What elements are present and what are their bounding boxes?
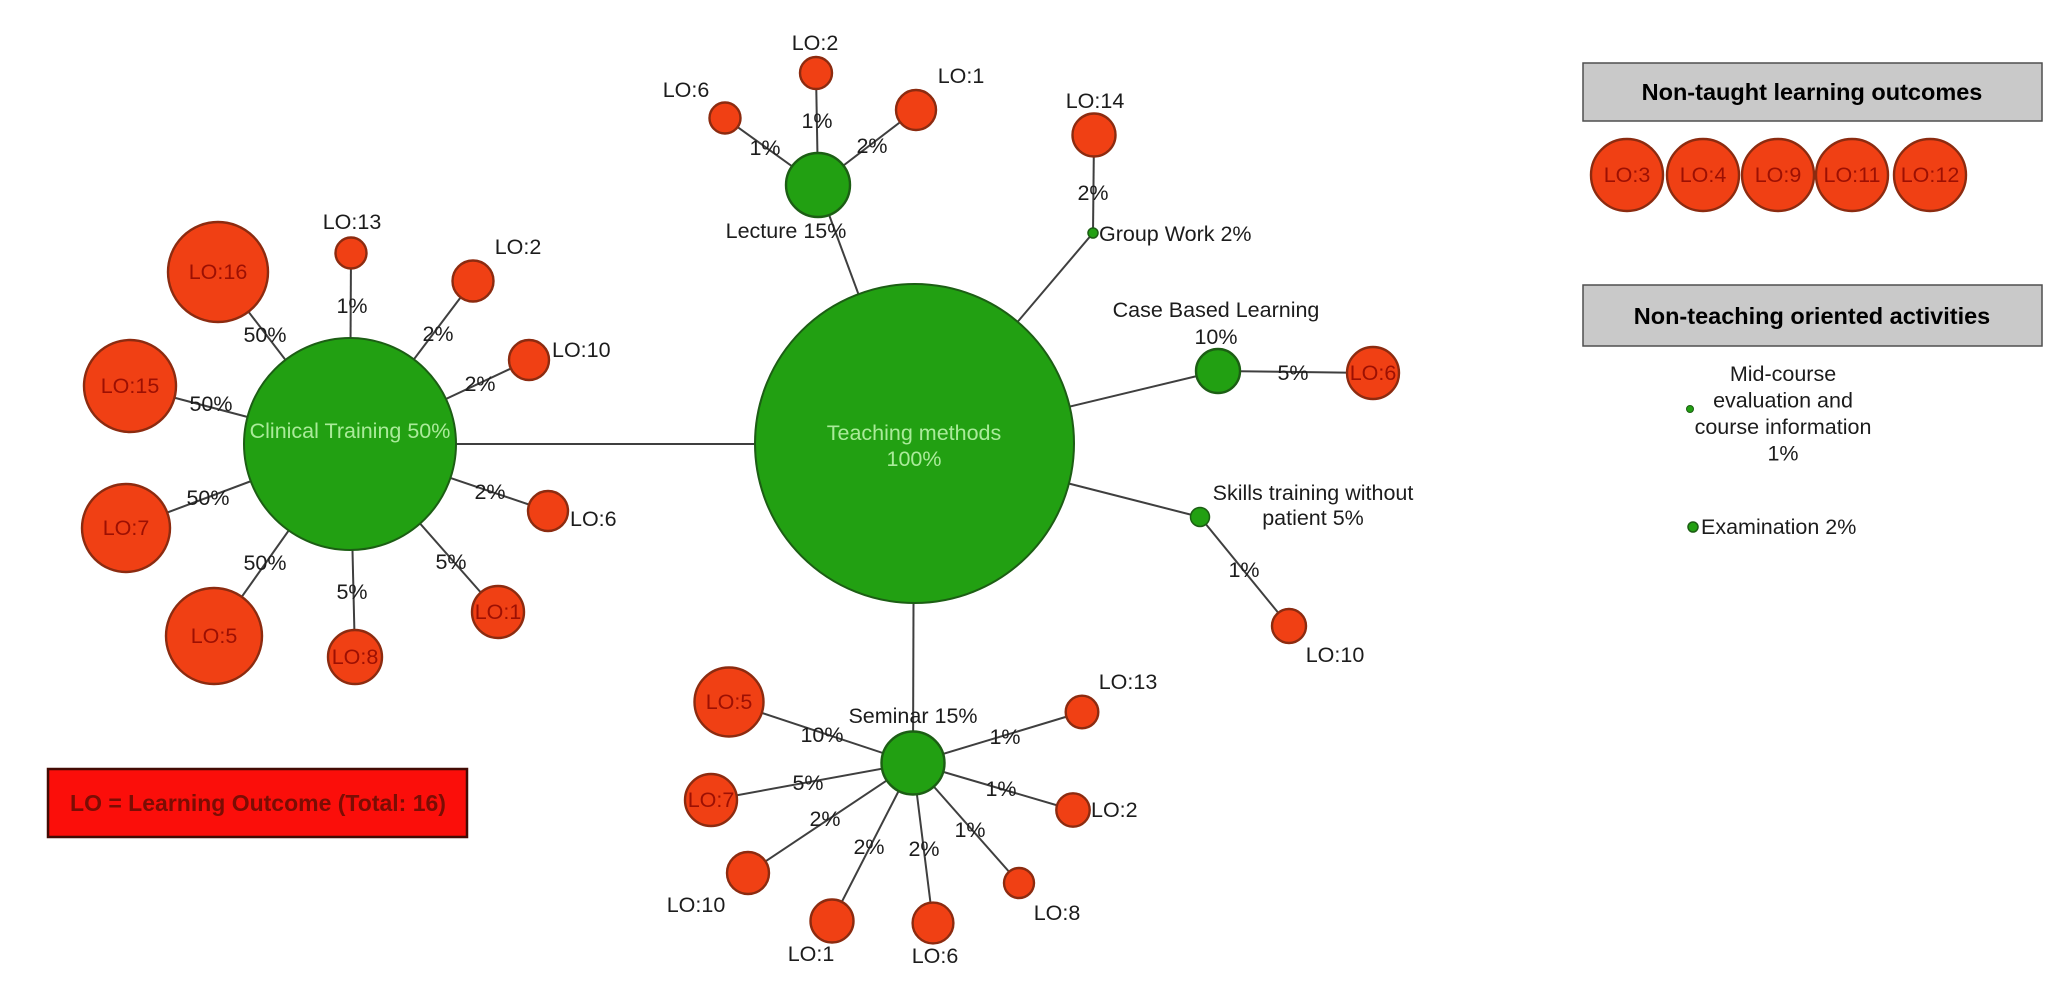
svg-text:LO:8: LO:8 xyxy=(332,645,379,669)
svg-text:LO = Learning Outcome (Total:: LO = Learning Outcome (Total: 16) xyxy=(70,790,446,816)
svg-text:LO:2: LO:2 xyxy=(1091,798,1138,822)
svg-text:1%: 1% xyxy=(985,777,1016,801)
svg-text:50%: 50% xyxy=(243,323,286,347)
svg-text:5%: 5% xyxy=(1277,361,1308,385)
svg-text:LO:6: LO:6 xyxy=(912,944,959,968)
svg-text:LO:10: LO:10 xyxy=(1306,643,1365,667)
svg-text:LO:2: LO:2 xyxy=(495,235,542,259)
svg-text:2%: 2% xyxy=(474,480,505,504)
svg-text:50%: 50% xyxy=(243,551,286,575)
svg-text:evaluation and: evaluation and xyxy=(1713,389,1853,413)
svg-text:2%: 2% xyxy=(908,837,939,861)
svg-text:LO:5: LO:5 xyxy=(191,624,238,648)
svg-text:LO:1: LO:1 xyxy=(788,942,835,966)
svg-text:10%: 10% xyxy=(800,723,843,747)
svg-text:2%: 2% xyxy=(464,372,495,396)
svg-text:LO:13: LO:13 xyxy=(323,210,382,234)
svg-text:LO:10: LO:10 xyxy=(552,338,611,362)
svg-text:Clinical Training 50%: Clinical Training 50% xyxy=(250,419,451,443)
svg-text:50%: 50% xyxy=(189,392,232,416)
svg-text:LO:7: LO:7 xyxy=(688,788,735,812)
svg-text:2%: 2% xyxy=(1077,181,1108,205)
svg-text:1%: 1% xyxy=(989,725,1020,749)
svg-text:10%: 10% xyxy=(1194,325,1237,349)
svg-text:LO:6: LO:6 xyxy=(663,78,710,102)
svg-text:1%: 1% xyxy=(1228,558,1259,582)
svg-text:1%: 1% xyxy=(336,294,367,318)
svg-text:Non-teaching oriented activiti: Non-teaching oriented activities xyxy=(1634,303,1990,329)
svg-text:LO:6: LO:6 xyxy=(1350,361,1397,385)
svg-text:5%: 5% xyxy=(435,550,466,574)
svg-text:Mid-course: Mid-course xyxy=(1730,362,1836,386)
svg-text:100%: 100% xyxy=(887,447,942,471)
svg-text:course information: course information xyxy=(1695,415,1872,439)
svg-text:5%: 5% xyxy=(336,580,367,604)
svg-text:2%: 2% xyxy=(422,322,453,346)
svg-text:LO:3: LO:3 xyxy=(1604,163,1651,187)
svg-text:Case Based Learning: Case Based Learning xyxy=(1113,298,1320,322)
svg-text:LO:8: LO:8 xyxy=(1034,901,1081,925)
svg-text:1%: 1% xyxy=(749,136,780,160)
svg-text:Examination 2%: Examination 2% xyxy=(1701,515,1856,539)
svg-text:2%: 2% xyxy=(856,134,887,158)
svg-text:LO:13: LO:13 xyxy=(1099,670,1158,694)
svg-text:LO:7: LO:7 xyxy=(103,516,150,540)
svg-text:1%: 1% xyxy=(1767,442,1798,466)
svg-text:LO:6: LO:6 xyxy=(570,507,617,531)
svg-text:2%: 2% xyxy=(809,807,840,831)
svg-text:LO:9: LO:9 xyxy=(1755,163,1802,187)
svg-text:LO:12: LO:12 xyxy=(1901,163,1960,187)
svg-text:1%: 1% xyxy=(954,818,985,842)
svg-text:LO:10: LO:10 xyxy=(667,893,726,917)
svg-text:5%: 5% xyxy=(792,771,823,795)
svg-text:LO:16: LO:16 xyxy=(189,260,248,284)
svg-text:LO:1: LO:1 xyxy=(475,600,522,624)
svg-text:LO:1: LO:1 xyxy=(938,64,985,88)
svg-text:Group Work 2%: Group Work 2% xyxy=(1099,222,1252,246)
svg-text:50%: 50% xyxy=(186,486,229,510)
svg-text:1%: 1% xyxy=(801,109,832,133)
svg-text:Lecture 15%: Lecture 15% xyxy=(726,219,847,243)
svg-text:Seminar 15%: Seminar 15% xyxy=(848,704,977,728)
svg-text:LO:11: LO:11 xyxy=(1824,163,1881,187)
svg-text:patient 5%: patient 5% xyxy=(1262,506,1364,530)
svg-text:Non-taught learning outcomes: Non-taught learning outcomes xyxy=(1642,79,1983,105)
svg-text:Teaching methods: Teaching methods xyxy=(827,421,1002,445)
svg-text:LO:5: LO:5 xyxy=(706,690,753,714)
svg-text:LO:2: LO:2 xyxy=(792,31,839,55)
svg-text:LO:4: LO:4 xyxy=(1680,163,1727,187)
svg-text:LO:14: LO:14 xyxy=(1066,89,1125,113)
svg-text:LO:15: LO:15 xyxy=(101,374,160,398)
svg-text:2%: 2% xyxy=(853,835,884,859)
svg-text:Skills training without: Skills training without xyxy=(1213,481,1414,505)
